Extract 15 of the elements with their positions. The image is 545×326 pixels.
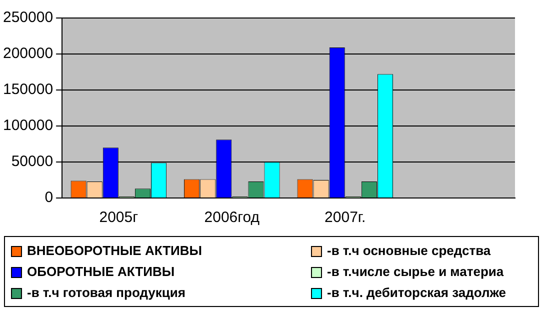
legend-label: -в т.ч готовая продукция	[26, 285, 186, 300]
y-tick-label: 200000	[2, 45, 54, 62]
x-tick-label: 2007г.	[324, 209, 366, 226]
x-tick-label: 2006год	[204, 209, 260, 226]
y-tick-label: 100000	[2, 117, 54, 134]
legend-label: -в т.ч основные средства	[326, 243, 492, 258]
legend-label: ОБОРОТНЫЕ АКТИВЫ	[26, 264, 176, 279]
legend-label: -в т.числе сырье и материа	[326, 264, 505, 279]
y-tick-label: 50000	[11, 153, 54, 170]
legend-label: ВНЕОБОРОТНЫЕ АКТИВЫ	[26, 243, 204, 258]
legend-label: -в т.ч. дебиторская задолже	[326, 285, 508, 300]
y-tick-label: 150000	[2, 81, 54, 98]
y-tick-label: 250000	[2, 9, 54, 26]
y-tick-label: 0	[44, 189, 54, 206]
x-tick-label: 2005г	[99, 209, 139, 226]
